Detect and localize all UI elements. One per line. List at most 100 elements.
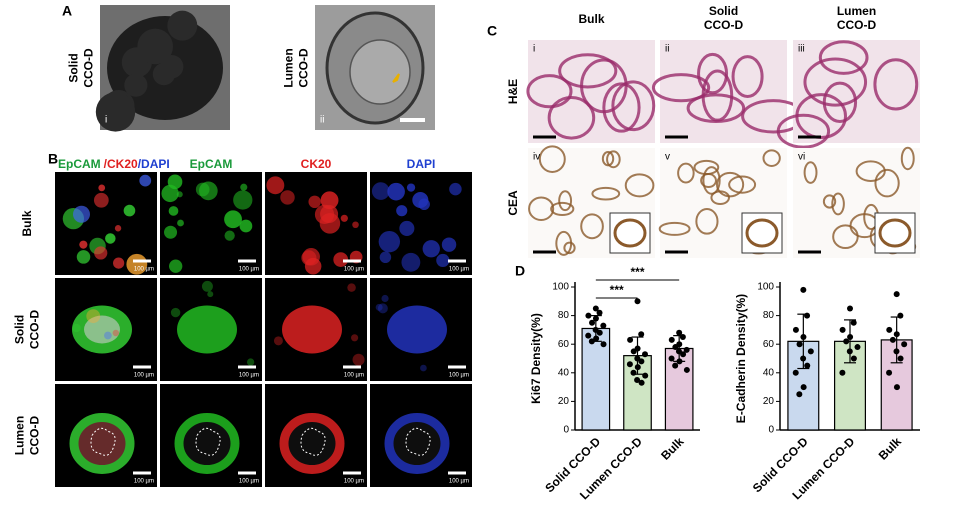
x-tick-label: Bulk xyxy=(876,434,905,463)
cell-cluster xyxy=(79,240,88,249)
data-point xyxy=(854,344,861,351)
column-header: Solid xyxy=(709,4,738,18)
cell-cluster xyxy=(104,331,112,340)
row-label: H&E xyxy=(506,79,520,104)
data-point xyxy=(843,338,850,345)
cell-cluster xyxy=(167,174,183,190)
y-tick-label: 80 xyxy=(558,310,570,321)
tissue xyxy=(563,241,576,255)
cell-cluster xyxy=(126,253,148,275)
numeral: i xyxy=(533,44,535,55)
y-axis-label: E-Cadherin Density(%) xyxy=(734,294,748,423)
cell-cluster xyxy=(333,252,349,267)
data-point xyxy=(796,391,803,398)
panel-label: A xyxy=(62,3,72,19)
data-point xyxy=(850,319,857,326)
data-point xyxy=(850,355,857,362)
panel-label: C xyxy=(487,23,497,39)
cell-cluster xyxy=(280,190,295,205)
cell-cluster xyxy=(377,303,388,314)
data-point xyxy=(630,369,637,376)
data-point xyxy=(846,348,853,355)
row-label: Lumen xyxy=(13,416,27,455)
data-point xyxy=(626,361,633,368)
scale-label: 100 µm xyxy=(239,479,259,485)
tissue xyxy=(613,218,647,248)
row-label: Solid xyxy=(67,53,81,82)
y-axis-label: Ki67 Density(%) xyxy=(529,313,543,404)
tissue xyxy=(558,53,618,89)
header-part: /CK20 xyxy=(104,157,138,171)
y-tick-label: 0 xyxy=(563,425,569,436)
organoid-ring xyxy=(279,413,345,474)
data-point xyxy=(630,348,637,355)
numeral: vi xyxy=(798,152,805,163)
cell-cluster xyxy=(169,259,183,273)
column-header: EpCAM xyxy=(190,157,233,171)
data-point xyxy=(804,312,811,319)
histology-image xyxy=(660,40,787,143)
tissue xyxy=(776,113,831,149)
column-header: Lumen xyxy=(837,4,876,18)
y-tick-label: 100 xyxy=(552,282,569,293)
data-point xyxy=(638,331,645,338)
data-point xyxy=(886,369,893,376)
tissue xyxy=(697,52,729,95)
organoid-core xyxy=(84,315,120,344)
cell-cluster xyxy=(201,280,213,292)
tissue xyxy=(702,166,721,195)
cell-cluster xyxy=(441,237,457,252)
cell-cluster xyxy=(381,294,389,303)
cell-cluster xyxy=(94,246,108,260)
histology-image xyxy=(793,40,920,143)
data-point xyxy=(634,364,641,371)
column-header: CK20 xyxy=(301,157,332,171)
cell-cluster xyxy=(168,206,179,216)
cell-cluster xyxy=(170,307,181,318)
data-point xyxy=(893,384,900,391)
tissue xyxy=(693,159,720,176)
cell-cluster xyxy=(379,251,392,264)
tissue xyxy=(591,186,621,201)
y-tick-label: 100 xyxy=(757,282,774,293)
numeral: ii xyxy=(320,115,324,126)
cell-cluster xyxy=(308,195,321,209)
cell-cluster xyxy=(387,182,405,201)
scale-label: 100 µm xyxy=(449,479,469,485)
organoid-ring xyxy=(69,413,135,474)
y-tick-label: 40 xyxy=(558,367,570,378)
data-point xyxy=(893,291,900,298)
tissue xyxy=(900,146,915,171)
data-point xyxy=(676,329,683,336)
organoid xyxy=(282,305,342,354)
cell-cluster xyxy=(224,230,235,241)
scale-label: 100 µm xyxy=(344,267,364,273)
data-point xyxy=(800,384,807,391)
tissue xyxy=(745,218,779,248)
cell-cluster xyxy=(233,190,253,210)
cell-cluster xyxy=(422,240,440,258)
cell-cluster xyxy=(351,334,359,342)
cell-cluster xyxy=(139,174,152,187)
cell-cluster xyxy=(98,184,106,192)
cell-cluster xyxy=(105,233,116,244)
data-point xyxy=(893,331,900,338)
tissue xyxy=(606,150,621,169)
tissue xyxy=(715,171,745,198)
data-point xyxy=(600,322,607,329)
organoid xyxy=(177,305,237,354)
cell-cluster xyxy=(123,204,136,217)
data-point xyxy=(847,334,854,341)
scale-label: 100 µm xyxy=(449,373,469,379)
significance-label: *** xyxy=(610,283,624,297)
tissue xyxy=(677,162,695,184)
data-point xyxy=(585,332,592,339)
row-label: Solid xyxy=(13,315,27,344)
tissue xyxy=(580,213,604,240)
scale-label: 100 µm xyxy=(344,373,364,379)
data-point xyxy=(847,305,853,312)
tissue xyxy=(728,175,757,194)
cell-cluster xyxy=(375,303,383,311)
data-point xyxy=(627,336,634,343)
column-header: Bulk xyxy=(578,12,604,26)
